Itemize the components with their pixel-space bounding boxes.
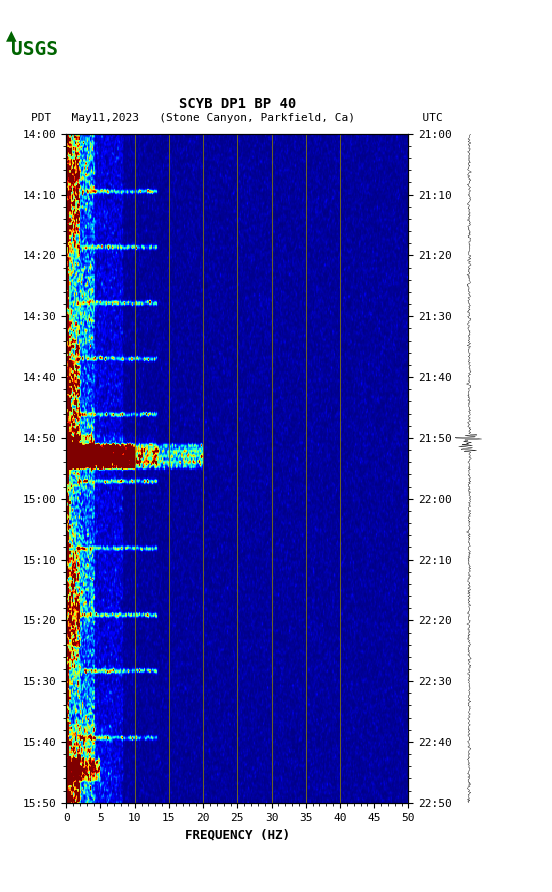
Text: ▲: ▲ xyxy=(6,29,16,43)
X-axis label: FREQUENCY (HZ): FREQUENCY (HZ) xyxy=(185,828,290,841)
Text: USGS: USGS xyxy=(11,40,58,59)
Text: SCYB DP1 BP 40: SCYB DP1 BP 40 xyxy=(179,97,296,112)
Text: PDT   May11,2023   (Stone Canyon, Parkfield, Ca)          UTC: PDT May11,2023 (Stone Canyon, Parkfield,… xyxy=(31,113,443,123)
